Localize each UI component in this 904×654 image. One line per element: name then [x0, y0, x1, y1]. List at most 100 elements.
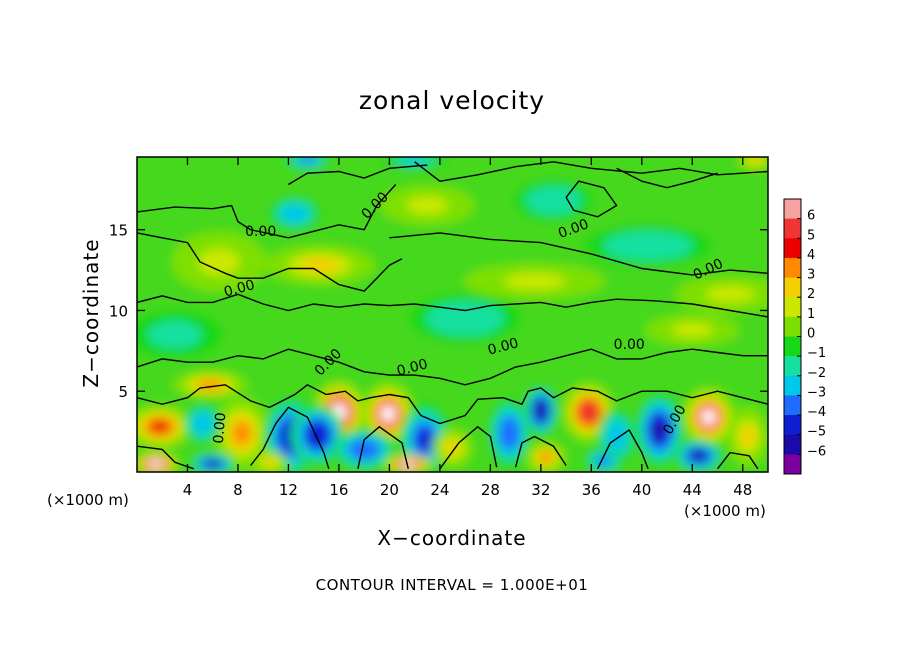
x-tick-label: 12 — [279, 481, 298, 499]
colorbar-swatch — [784, 395, 801, 416]
y-axis-label: Z−coordinate — [79, 238, 103, 388]
velocity-field — [137, 157, 768, 472]
field-anomaly — [409, 294, 521, 343]
zero-contour-line — [616, 167, 718, 189]
contour-label: 0.00 — [211, 412, 230, 444]
field-anomaly — [290, 404, 345, 466]
chart-title: zonal velocity — [358, 86, 546, 115]
zero-contour-line — [357, 425, 409, 469]
field-anomaly — [137, 310, 223, 359]
contour-label: 0.00 — [245, 224, 276, 240]
x-tick-label: 16 — [329, 481, 348, 499]
colorbar-swatch — [784, 277, 801, 298]
y-tick-label: 15 — [109, 222, 128, 240]
x-tick-label: 44 — [683, 481, 702, 499]
colorbar-swatch — [784, 218, 801, 239]
contour-labels: 0.000.00 0.000.000.000.00 0.000.00 0.000.00… — [211, 189, 726, 444]
field-anomaly — [213, 396, 271, 470]
x-tick-label: 20 — [380, 481, 399, 499]
colorbar-swatch — [784, 297, 801, 318]
colorbar: 6 5 4 3 2 1 0 −1 −2 −3 −4 −5 −6 — [783, 198, 826, 475]
zero-contour-line — [414, 161, 768, 182]
field-anomaly — [463, 263, 606, 300]
x-tick-label: 24 — [430, 481, 449, 499]
field-anomaly — [283, 157, 332, 169]
field-anomaly — [736, 157, 768, 171]
contour-label: 0.00 — [486, 335, 520, 359]
zero-contours — [137, 161, 768, 470]
colorbar-label: 6 — [807, 209, 815, 224]
field-anomaly — [674, 276, 768, 313]
x-axis: 4 8 12 16 20 24 28 32 36 40 44 48 — [183, 157, 752, 499]
colorbar-swatch — [784, 375, 801, 396]
field-anomaly — [379, 185, 475, 226]
zero-contour-line — [439, 425, 498, 470]
field-anomaly — [681, 386, 736, 448]
y-tick-label: 10 — [109, 302, 128, 320]
colorbar-label: −5 — [807, 425, 826, 440]
field-anomaly — [190, 453, 235, 472]
field-anomaly — [171, 231, 267, 293]
colorbar-label: 0 — [807, 327, 815, 342]
field-anomaly — [383, 453, 434, 472]
zero-contour-line — [137, 383, 768, 425]
colorbar-swatch — [784, 415, 801, 436]
x-tick-label: 8 — [233, 481, 243, 499]
x-unit-label-right: (×1000 m) — [684, 502, 766, 520]
x-axis-label: X−coordinate — [377, 526, 527, 550]
x-unit-label-left: (×1000 m) — [47, 491, 129, 509]
contour-interval-note: CONTOUR INTERVAL = 1.000E+01 — [315, 576, 589, 594]
plot-area — [137, 157, 768, 472]
contour-label: 0.00 — [614, 337, 645, 353]
field-anomaly — [137, 404, 195, 449]
x-tick-label: 48 — [733, 481, 752, 499]
field-anomaly — [525, 386, 557, 435]
colorbar-label: 4 — [807, 248, 815, 263]
contour-label: 0.00 — [222, 277, 256, 301]
colorbar-swatch — [784, 454, 801, 475]
zero-contour-line — [389, 232, 768, 276]
colorbar-swatch — [784, 356, 801, 377]
zero-contour-line — [250, 406, 330, 470]
x-tick-label: 28 — [481, 481, 500, 499]
zero-contour-line — [137, 293, 768, 318]
colorbar-label: 3 — [807, 268, 815, 283]
zero-contour-line — [596, 428, 649, 470]
x-tick-label: 36 — [582, 481, 601, 499]
zero-contour-line — [137, 184, 397, 239]
zero-contour-line — [288, 164, 428, 186]
field-anomaly — [183, 403, 222, 444]
x-tick-label: 32 — [531, 481, 550, 499]
colorbar-swatch — [784, 316, 801, 337]
plot-frame — [136, 156, 769, 473]
field-anomaly — [172, 370, 249, 399]
field-anomaly — [585, 448, 623, 472]
field-anomaly — [264, 245, 376, 286]
zero-contour-line — [137, 445, 195, 470]
field-anomaly — [431, 427, 474, 468]
zero-contour-line — [137, 232, 403, 292]
field-anomaly — [644, 313, 740, 346]
colorbar-label: −1 — [807, 346, 826, 361]
zero-contour-line — [137, 348, 768, 386]
field-anomaly — [674, 439, 723, 472]
colorbar-label: 5 — [807, 228, 815, 243]
colorbar-swatch — [784, 336, 801, 357]
field-anomaly — [514, 180, 593, 221]
zero-contour-line — [716, 451, 759, 470]
colorbar-label: 2 — [807, 287, 815, 302]
colorbar-label: −2 — [807, 366, 826, 381]
colorbar-swatch — [784, 434, 801, 455]
colorbar-label: −3 — [807, 385, 826, 400]
zero-contour-line — [565, 180, 618, 218]
x-tick-label: 4 — [183, 481, 193, 499]
field-anomaly — [727, 406, 768, 467]
contour-label: 0.00 — [395, 356, 429, 380]
field-anomaly — [332, 429, 396, 470]
y-tick-label: 5 — [118, 383, 128, 401]
colorbar-label: 1 — [807, 307, 815, 322]
x-tick-label: 40 — [632, 481, 651, 499]
field-anomaly — [269, 197, 320, 230]
field-anomaly — [585, 225, 712, 267]
